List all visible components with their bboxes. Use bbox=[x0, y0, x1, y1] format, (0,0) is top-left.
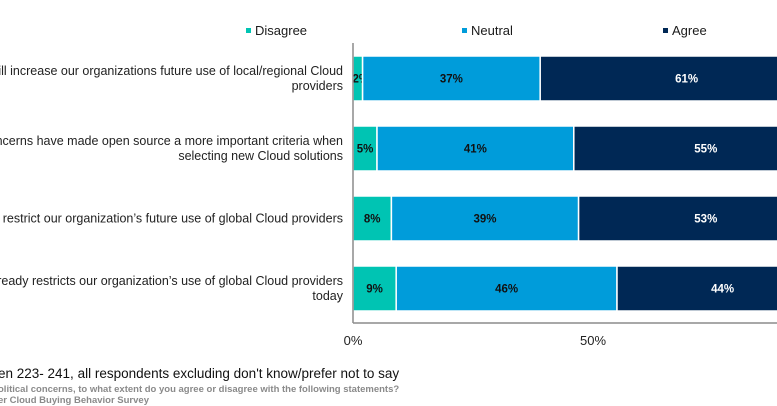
bar-label-agree: 61% bbox=[675, 74, 698, 86]
legend: Disagree Neutral Agree bbox=[246, 23, 707, 38]
bar-label-disagree: 5% bbox=[357, 144, 374, 156]
legend-label-agree: Agree bbox=[672, 23, 707, 38]
legend-swatch-neutral bbox=[462, 28, 467, 33]
bar-agree bbox=[573, 125, 777, 172]
source-note: er Cloud Buying Behavior Survey bbox=[0, 395, 149, 406]
bar-neutral bbox=[361, 55, 541, 102]
category-label: selecting new Cloud solutions bbox=[178, 149, 343, 163]
legend-label-neutral: Neutral bbox=[471, 23, 513, 38]
bar-agree bbox=[577, 195, 777, 242]
bar-disagree bbox=[352, 195, 393, 242]
bar-label-agree: 53% bbox=[694, 214, 717, 226]
x-tick-labels: 0% 50% bbox=[344, 333, 607, 348]
legend-swatch-disagree bbox=[246, 28, 251, 33]
x-tick-label: 0% bbox=[344, 333, 363, 348]
category-labels: vill increase our organizations future u… bbox=[0, 64, 344, 303]
category-label: vill increase our organizations future u… bbox=[0, 64, 343, 78]
bars: 2% 37% 61%5% 41% 55%8% 39% 53%9% 46% 44% bbox=[352, 55, 777, 312]
bar-label-agree: 44% bbox=[711, 284, 734, 296]
category-label: providers bbox=[292, 79, 343, 93]
category-label: ncerns have made open source a more impo… bbox=[0, 134, 343, 148]
bar-label-disagree: 8% bbox=[364, 214, 381, 226]
base-note: en 223- 241, all respondents excluding d… bbox=[0, 366, 400, 381]
bar-label-neutral: 39% bbox=[473, 214, 496, 226]
category-label: ready restricts our organization’s use o… bbox=[0, 274, 343, 288]
question-note: olitical concerns, to what extent do you… bbox=[0, 384, 400, 395]
bar-agree bbox=[539, 55, 777, 102]
x-axis bbox=[352, 43, 777, 324]
bar-label-agree: 55% bbox=[694, 144, 717, 156]
bar-agree bbox=[616, 265, 777, 312]
bar-label-neutral: 37% bbox=[440, 74, 463, 86]
bar-disagree bbox=[352, 265, 397, 312]
bar-neutral bbox=[376, 125, 575, 172]
bar-label-disagree: 9% bbox=[366, 284, 383, 296]
legend-label-disagree: Disagree bbox=[255, 23, 307, 38]
category-label: today bbox=[312, 289, 343, 303]
bar-label-neutral: 41% bbox=[464, 144, 487, 156]
bar-neutral bbox=[390, 195, 580, 242]
legend-swatch-agree bbox=[663, 28, 668, 33]
bar-neutral bbox=[395, 265, 618, 312]
category-label: l restrict our organization’s future use… bbox=[0, 212, 343, 226]
bar-label-neutral: 46% bbox=[495, 284, 518, 296]
x-tick-label: 50% bbox=[580, 333, 606, 348]
